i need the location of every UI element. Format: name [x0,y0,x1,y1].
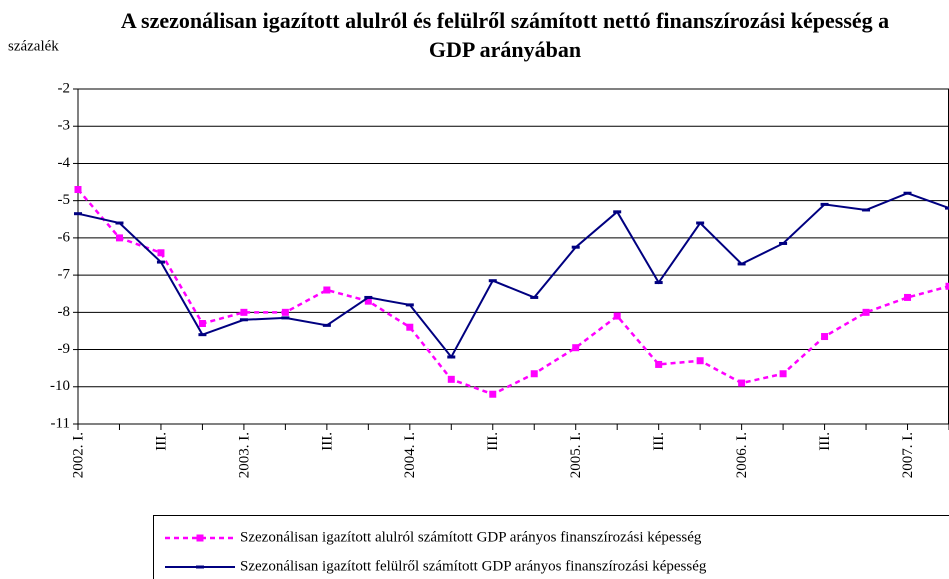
marker [281,308,289,316]
legend-box [153,515,949,579]
legend-marker [196,534,204,542]
x-tick-label: 2006. I. [734,432,750,478]
legend-label: Szezonálisan igazított alulról számított… [240,529,702,545]
marker [572,344,580,352]
y-tick-label: -8 [58,304,71,320]
marker [74,186,82,193]
marker [862,308,870,316]
marker [904,293,912,301]
x-tick-label: 2007. I. [900,432,916,478]
marker [779,370,787,378]
y-tick-label: -4 [58,155,71,171]
y-tick-label: -3 [58,118,71,134]
x-tick-label: 2003. I. [236,432,252,478]
chart-title: A szezonálisan igazított alulról és felü… [120,8,890,62]
marker [157,249,165,257]
x-tick-label: 2004. I. [402,432,418,478]
x-tick-label: 2002. I. [70,432,86,478]
marker [696,357,704,365]
marker [364,297,372,305]
y-tick-label: -5 [58,192,71,208]
marker [406,323,414,331]
x-tick-label: 2005. I. [568,432,584,478]
x-tick-label: III. [817,432,833,451]
x-tick-label: III. [651,432,667,451]
marker [821,333,829,341]
y-tick-label: -7 [58,267,71,283]
marker [447,375,455,383]
marker [240,308,248,316]
series-line [77,192,949,359]
x-tick-label: III. [319,432,335,451]
marker [115,234,123,242]
series-line [77,188,949,396]
x-tick-label: III. [485,432,501,451]
marker [323,286,331,294]
marker [489,390,497,398]
y-tick-label: -2 [58,80,71,96]
y-axis-label: százalék [8,38,59,54]
y-tick-label: -6 [58,229,71,245]
y-tick-label: -11 [51,415,70,431]
marker [738,379,746,387]
marker [530,370,538,378]
marker [613,312,621,320]
marker [655,360,663,368]
x-tick-label: III. [153,432,169,451]
y-tick-label: -9 [58,341,71,357]
marker [198,320,206,327]
y-tick-label: -10 [50,378,70,394]
marker [945,282,949,290]
legend-label: Szezonálisan igazított felülről számítot… [240,558,707,574]
